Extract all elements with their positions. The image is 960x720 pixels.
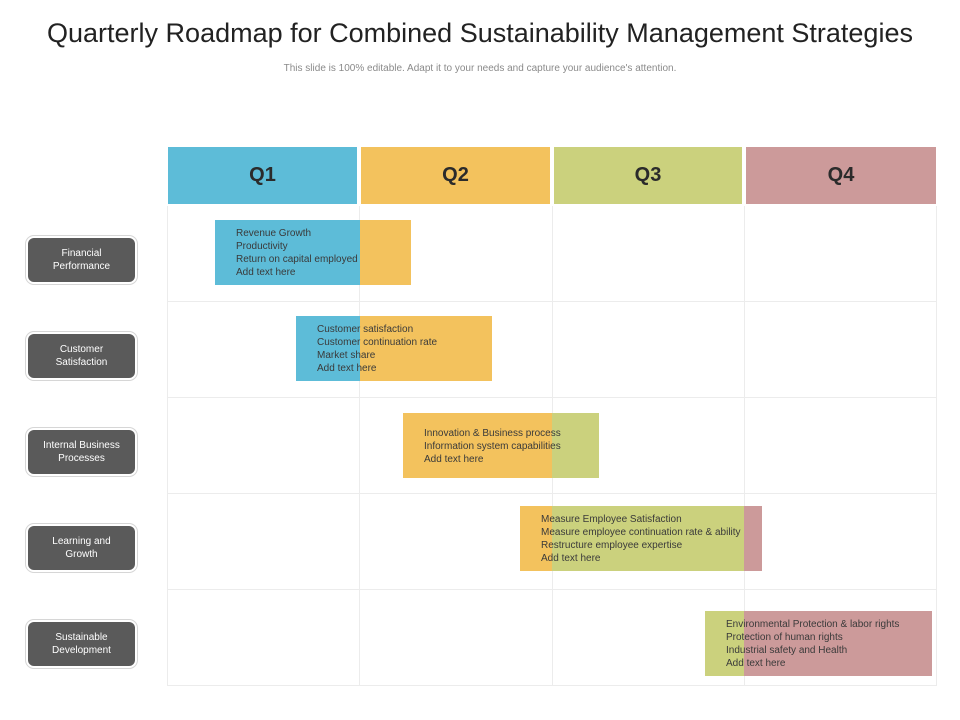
quarter-label: Q1 [249, 164, 276, 186]
bar-text-line: Measure Employee Satisfaction [541, 514, 682, 525]
bar-text: Environmental Protection & labor rights … [726, 618, 899, 670]
page-title: Quarterly Roadmap for Combined Sustainab… [47, 18, 913, 48]
bar-text-line: Revenue Growth [236, 228, 312, 239]
grid-line [167, 493, 937, 494]
bar-text-line: Add text here [236, 267, 296, 278]
bar-segment-q4 [744, 611, 932, 676]
row-label-text: Growth [65, 549, 98, 560]
grid-line [167, 397, 937, 398]
row-label-text: Satisfaction [55, 357, 108, 368]
row-label-internal-business-processes: Internal Business Processes [28, 430, 135, 474]
bar-text-line: Add text here [726, 658, 786, 669]
grid-line [936, 206, 937, 686]
row-label-text: Processes [58, 453, 105, 464]
bar-segment-q3 [705, 611, 744, 676]
grid-line [167, 589, 937, 590]
row-label-text: Customer [59, 344, 104, 355]
bar-text-line: Add text here [317, 363, 377, 374]
bar-text-line: Customer satisfaction [317, 324, 414, 335]
bar-segment-q2 [360, 220, 411, 285]
bar-text-line: Protection of human rights [726, 632, 843, 643]
bar-text-line: Restructure employee expertise [541, 540, 683, 551]
bar-segment-q1 [215, 220, 360, 285]
roadmap-bar-customer-satisfaction: Customer satisfaction Customer continuat… [296, 316, 492, 381]
bar-text-line: Market share [317, 350, 376, 361]
bar-text-line: Return on capital employed [236, 254, 358, 265]
roadmap-bar-internal-business-processes: Innovation & Business process Informatio… [403, 413, 599, 478]
bar-text-line: Productivity [236, 241, 288, 252]
row-label-text: Internal Business [43, 440, 120, 451]
bar-text-line: Innovation & Business process [424, 428, 561, 439]
bar-text: Innovation & Business process Informatio… [424, 427, 561, 466]
grid-line [167, 685, 937, 686]
quarter-label: Q3 [634, 164, 662, 186]
row-label-text: Learning and [52, 536, 111, 547]
quarter-header-q4: Q4 [746, 147, 936, 204]
row-label-learning-and-growth: Learning and Growth [28, 526, 135, 570]
roadmap-bar-financial-performance: Revenue Growth Productivity Return on ca… [215, 220, 411, 285]
row-label-text: Development [52, 645, 111, 656]
grid-line [167, 206, 168, 686]
row-label-sustainable-development: Sustainable Development [28, 622, 135, 666]
page-subtitle: This slide is 100% editable. Adapt it to… [283, 63, 677, 74]
bar-text-line: Add text here [424, 454, 484, 465]
bar-segment-q3 [552, 506, 744, 571]
bar-text-line: Customer continuation rate [317, 337, 438, 348]
row-label-text: Performance [52, 261, 111, 272]
bar-text-line: Industrial safety and Health [726, 645, 848, 656]
bar-segment-q2 [520, 506, 552, 571]
quarter-header-q2: Q2 [361, 147, 550, 204]
bar-segment-q2 [403, 413, 552, 478]
roadmap-bar-sustainable-development: Environmental Protection & labor rights … [705, 611, 932, 676]
quarter-label: Q2 [442, 164, 469, 186]
grid-line [744, 206, 745, 686]
bar-text: Measure Employee Satisfaction Measure em… [541, 513, 741, 565]
quarter-label: Q4 [827, 164, 855, 186]
bar-text-line: Add text here [541, 553, 601, 564]
bar-text-line: Environmental Protection & labor rights [726, 619, 900, 630]
bar-text: Customer satisfaction Customer continuat… [317, 323, 437, 375]
bar-segment-q2 [360, 316, 492, 381]
quarter-header-q3: Q3 [554, 147, 742, 204]
grid-line [167, 301, 937, 302]
row-label-text: Sustainable [55, 632, 108, 643]
row-label-financial-performance: Financial Performance [28, 238, 135, 282]
bar-text: Revenue Growth Productivity Return on ca… [236, 227, 358, 279]
bar-segment-q4 [744, 506, 762, 571]
grid-line [359, 206, 360, 686]
quarter-header-q1: Q1 [168, 147, 357, 204]
row-label-text: Financial [61, 248, 102, 259]
bar-segment-q1 [296, 316, 360, 381]
row-label-customer-satisfaction: Customer Satisfaction [28, 334, 135, 378]
bar-segment-q3 [552, 413, 599, 478]
bar-text-line: Information system capabilities [424, 441, 561, 452]
bar-text-line: Measure employee continuation rate & abi… [541, 527, 741, 538]
roadmap-bar-learning-and-growth: Measure Employee Satisfaction Measure em… [520, 506, 762, 571]
